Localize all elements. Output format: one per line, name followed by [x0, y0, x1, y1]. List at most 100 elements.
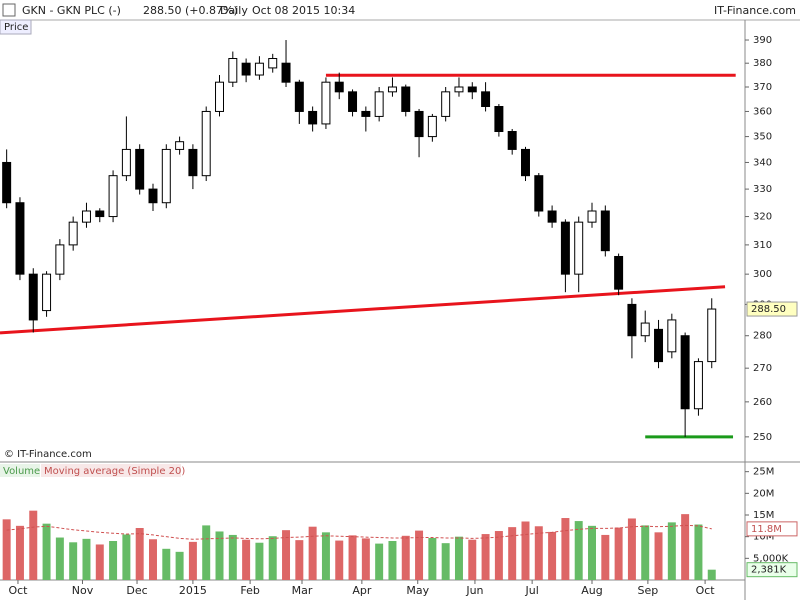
volume-bar	[548, 531, 557, 580]
y-tick-label: 280	[753, 331, 772, 342]
y-tick-label: 340	[753, 157, 772, 168]
volume-bar	[109, 541, 118, 580]
x-tick-label: Oct	[8, 584, 28, 597]
volume-bar	[441, 543, 450, 580]
volume-bar	[149, 539, 157, 580]
volume-bar	[2, 519, 11, 580]
volume-bar	[308, 526, 317, 580]
x-tick-label: 2015	[179, 584, 207, 597]
candle-body	[55, 244, 65, 275]
y-tick-label: 20M	[753, 488, 774, 499]
candle-body	[28, 273, 38, 321]
trend-line	[0, 285, 726, 335]
volume-bar	[428, 537, 437, 580]
candle-body	[348, 91, 358, 112]
volume-bar	[175, 551, 184, 580]
volume-bar	[268, 536, 277, 580]
x-tick-label: Jun	[465, 584, 483, 597]
y-tick-label: 370	[753, 82, 772, 93]
candle-body	[321, 81, 331, 125]
candle-body	[254, 62, 264, 76]
volume-bar	[681, 514, 690, 580]
volume-bar	[415, 530, 424, 580]
volume-bar	[69, 542, 78, 580]
volume-bar	[654, 532, 663, 580]
brand: IT-Finance.com	[714, 4, 796, 17]
x-tick-label: Oct	[696, 584, 716, 597]
y-tick-label: 25M	[753, 467, 774, 478]
volume-bar	[215, 531, 224, 580]
candle-body	[494, 106, 504, 133]
volume-bar	[481, 534, 490, 580]
volume-bar	[55, 537, 64, 580]
candle-body	[574, 221, 584, 275]
volume-bar	[242, 539, 251, 580]
legend-box	[0, 464, 40, 477]
volume-bar	[255, 542, 264, 580]
volume-bar	[361, 538, 370, 580]
volume-bar	[534, 526, 543, 580]
candle-body	[560, 221, 570, 275]
y-tick-label: 330	[753, 184, 772, 195]
volume-bar	[707, 569, 716, 580]
candle-body	[2, 161, 12, 204]
y-tick-label: 310	[753, 240, 772, 251]
candle-body	[201, 110, 211, 177]
candle-body	[135, 148, 145, 190]
volume-bar	[348, 535, 357, 580]
y-tick-label: 390	[753, 35, 772, 46]
volume-bar	[42, 523, 51, 580]
candle-body	[188, 148, 198, 177]
volume-bar	[694, 524, 703, 580]
candle-body	[294, 81, 304, 112]
volume-last-box	[746, 562, 798, 578]
candle-body	[547, 210, 557, 223]
candle-body	[454, 86, 464, 93]
volume-bar	[82, 538, 91, 580]
y-tick-label: 360	[753, 106, 772, 117]
y-tick-label: 250	[753, 432, 772, 443]
last-price-label: 288.50	[751, 304, 786, 315]
candle-body	[308, 110, 318, 125]
volume-bar	[401, 535, 410, 580]
candle-body	[481, 91, 491, 108]
y-tick-label: 350	[753, 132, 772, 143]
candle-body	[614, 255, 624, 290]
candle-body	[361, 110, 371, 117]
candle-body	[175, 141, 185, 150]
y-tick-label: 320	[753, 212, 772, 223]
candle-body	[627, 303, 637, 337]
candle-body	[467, 86, 477, 93]
candle-body	[81, 210, 91, 223]
volume-bar	[601, 534, 610, 580]
candle-body	[108, 175, 118, 218]
x-tick-label: Sep	[638, 584, 659, 597]
menu-icon[interactable]	[2, 3, 16, 17]
ma-last-box	[746, 521, 798, 537]
legend-volume: Volume	[3, 466, 40, 477]
volume-bar	[162, 548, 171, 580]
candle-body	[680, 335, 690, 410]
candle-body	[42, 273, 52, 312]
quote: 288.50 (+0.87%)	[143, 4, 238, 17]
candle-body	[268, 58, 278, 69]
y-tick-label: 300	[753, 269, 772, 280]
candle-body	[414, 110, 424, 138]
volume-bar	[335, 540, 344, 580]
volume-bar	[15, 525, 24, 580]
candle-body	[374, 91, 384, 117]
candle-body	[587, 210, 597, 223]
volume-last-label: 2,381K	[751, 565, 787, 576]
y-tick-label: 270	[753, 363, 772, 374]
symbol: GKN - GKN PLC (-)	[22, 4, 121, 17]
price-label: Price	[4, 22, 28, 33]
candle-body	[707, 308, 717, 363]
candle-body	[68, 221, 78, 246]
volume-bar	[494, 531, 503, 580]
volume-bar	[468, 539, 477, 580]
volume-bar	[641, 525, 650, 580]
y-tick-label: 380	[753, 58, 772, 69]
candle-body	[215, 81, 224, 112]
